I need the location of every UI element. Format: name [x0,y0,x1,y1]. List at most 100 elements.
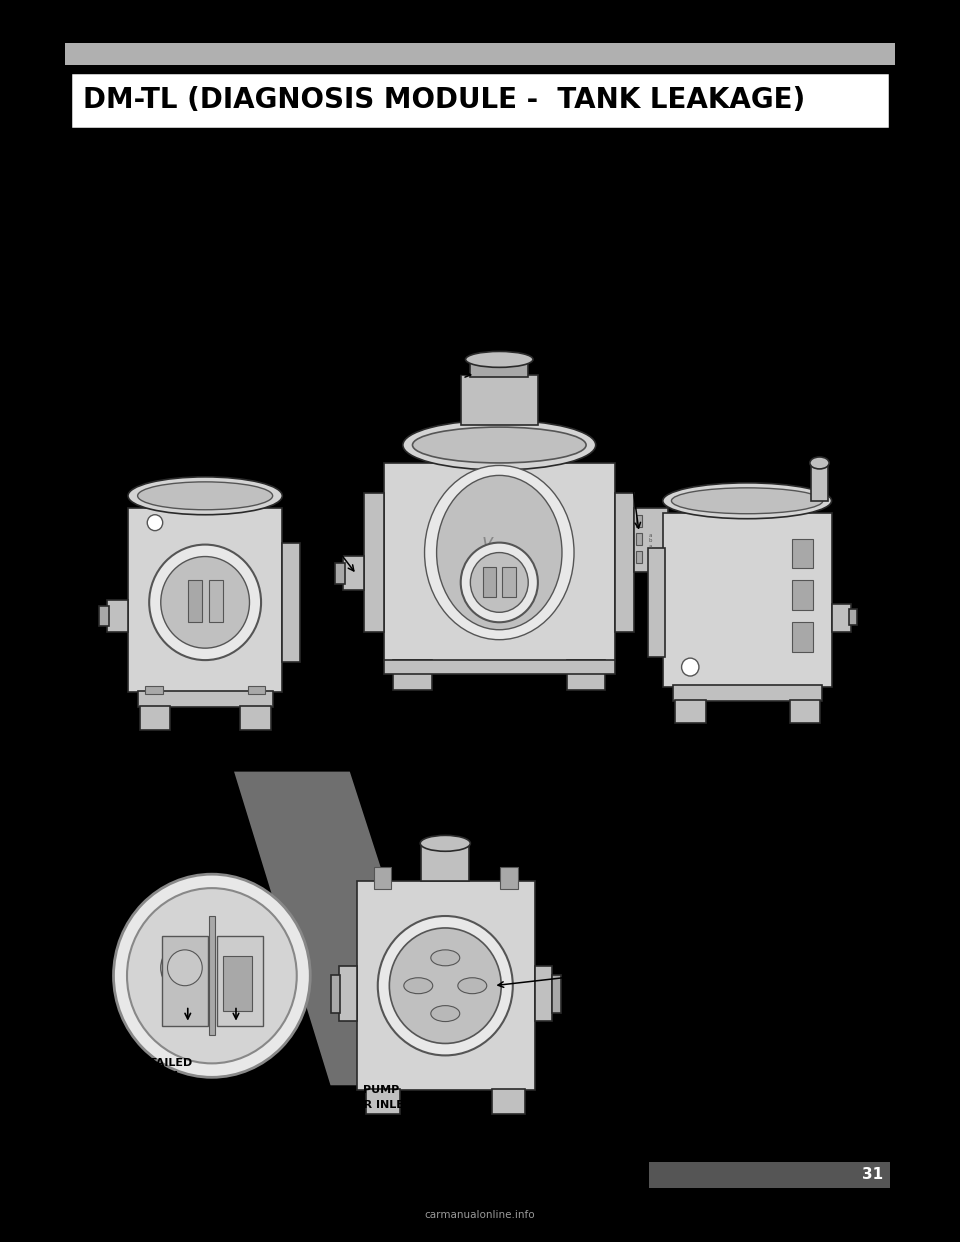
Bar [535,966,552,1021]
Bar [492,1089,525,1114]
Bar [636,533,642,544]
Bar [356,881,535,1090]
Bar [128,508,282,692]
Text: A new Fuel System Leak Diagnosis Pump is equipped on the X5.   The pump will eve: A new Fuel System Leak Diagnosis Pump is… [77,189,689,204]
Bar [99,606,108,626]
Ellipse shape [466,351,533,368]
Bar [161,936,208,1026]
Ellipse shape [403,420,596,469]
Text: 3 PIN CONNECTOR: 3 PIN CONNECTOR [623,355,737,365]
Bar [552,975,561,1012]
Bar [217,936,263,1026]
Circle shape [461,543,538,622]
Circle shape [378,917,513,1056]
Bar [240,705,271,730]
Text: INTRODUCTION: INTRODUCTION [77,143,221,161]
Bar [502,568,516,597]
Bar [789,700,821,723]
Bar [137,691,273,707]
Bar [331,975,340,1012]
Polygon shape [234,771,451,1086]
Bar [832,605,852,632]
Ellipse shape [413,427,587,463]
Circle shape [160,556,250,648]
Bar [70,72,890,129]
Bar [139,705,171,730]
Text: Pin 1 = Power supply: Pin 1 = Power supply [623,374,732,384]
Text: 31: 31 [862,1167,883,1182]
Bar [461,375,538,425]
Bar [566,660,606,691]
Text: ally replace the current vacuum LDP on all vehicles.: ally replace the current vacuum LDP on a… [77,207,438,221]
Bar [636,514,642,527]
Bar [792,622,813,652]
Ellipse shape [404,977,433,994]
Circle shape [149,544,261,660]
Bar [792,580,813,610]
Ellipse shape [458,977,487,994]
Bar [394,660,432,691]
Bar [248,686,265,694]
Ellipse shape [424,466,574,640]
Text: DETAILED
VIEW: DETAILED VIEW [132,1058,192,1081]
Text: DM-TL (DIAGNOSIS MODULE -  TANK LEAKAGE): DM-TL (DIAGNOSIS MODULE - TANK LEAKAGE) [83,87,804,114]
Text: v: v [482,533,493,553]
Text: OUTLET TO
CHARCOAL
CANISTER: OUTLET TO CHARCOAL CANISTER [166,379,236,414]
Text: carmanualonline.info: carmanualonline.info [424,1210,536,1220]
Bar [107,600,128,632]
Bar [470,359,528,378]
Text: MOTOR/
PUMP
(INTERNAL): MOTOR/ PUMP (INTERNAL) [713,966,785,1001]
Bar [384,463,615,662]
Bar [188,580,203,622]
Bar [282,543,300,662]
Bar [145,686,162,694]
Bar [675,700,706,723]
Text: The pump is manufactured by Bosch to BMW specifications.: The pump is manufactured by Bosch to BMW… [77,236,494,250]
Circle shape [682,658,699,676]
Bar [649,1163,890,1187]
Text: Bosch ECMs identify the electrical function of the pump as DM-TL.: Bosch ECMs identify the electrical funct… [102,263,560,278]
Ellipse shape [671,488,823,514]
Bar [209,580,224,622]
Bar [65,42,895,65]
Bar [500,867,517,889]
Circle shape [113,874,310,1077]
Bar [615,493,635,632]
Text: •: • [83,263,93,282]
Bar [366,1089,400,1114]
Bar [850,610,857,625]
Circle shape [160,943,209,992]
Ellipse shape [420,836,470,851]
Bar [384,660,615,674]
Bar [335,563,345,585]
Circle shape [470,553,528,612]
Bar [811,463,828,501]
Text: FILTERED
AIR
INLET: FILTERED AIR INLET [229,335,287,371]
Ellipse shape [431,1006,460,1022]
Circle shape [390,928,501,1043]
Ellipse shape [810,457,829,469]
Ellipse shape [431,950,460,966]
Bar [373,867,392,889]
Bar [421,843,469,881]
Bar [635,508,668,573]
Bar [224,956,252,1011]
Ellipse shape [662,483,831,519]
Bar [343,555,364,590]
Bar [364,493,384,632]
Text: Pin 2 = Vent Valve Control: Pin 2 = Vent Valve Control [623,389,759,399]
Bar [209,917,215,1036]
Bar [663,513,832,687]
Circle shape [167,950,203,986]
Text: Pin 3 = Pump Motor Control: Pin 3 = Pump Motor Control [623,405,768,415]
Bar [648,548,665,657]
Ellipse shape [437,476,562,630]
Bar [636,550,642,563]
Text: PUMP: PUMP [364,1086,399,1095]
Text: CHANGE OVER
VALVE: CHANGE OVER VALVE [684,1068,774,1090]
Text: CHANGE OVER: CHANGE OVER [146,1086,235,1095]
Bar [792,539,813,569]
Text: a
b
a: a b a [649,533,653,549]
Bar [339,966,356,1021]
Bar [673,686,823,700]
